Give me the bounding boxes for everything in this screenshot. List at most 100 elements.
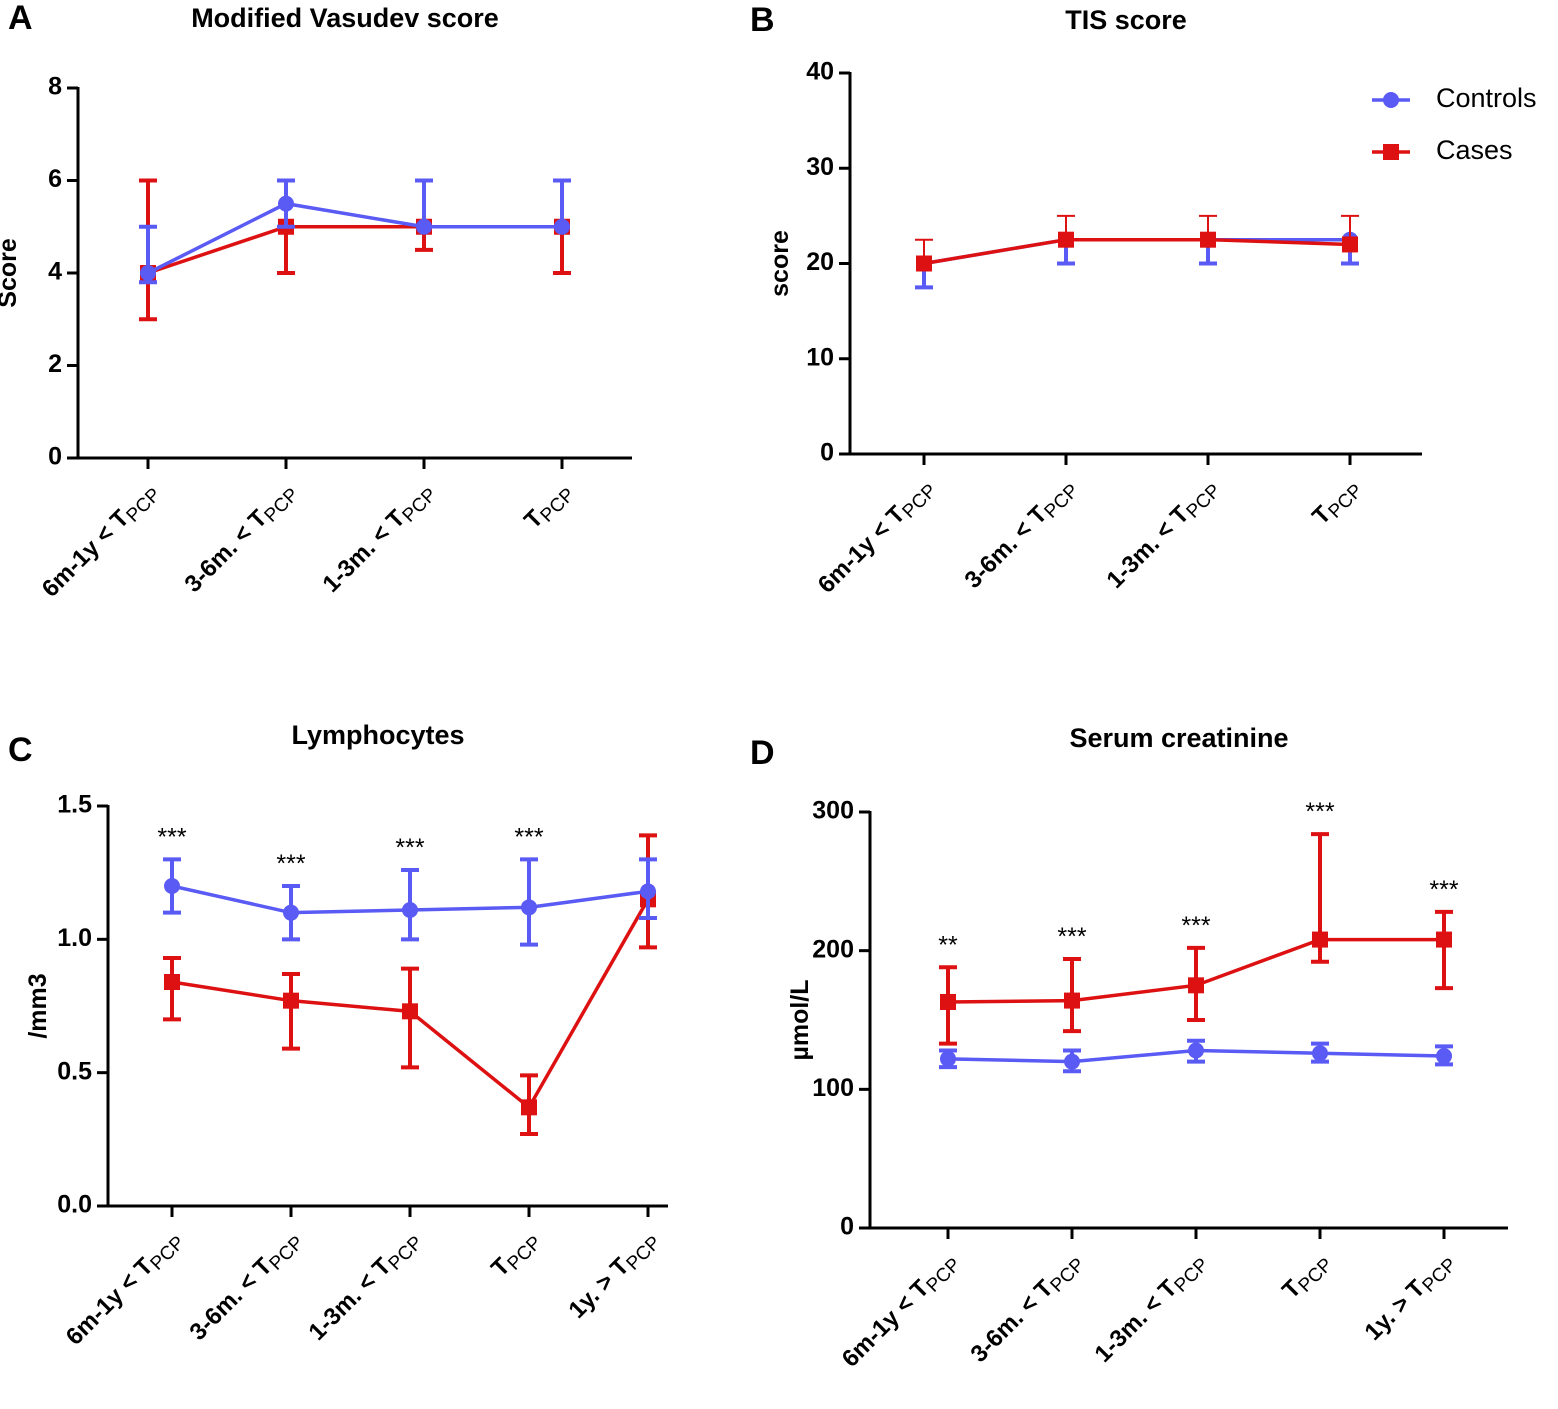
x-tick-label: 1-3m. < TPCP [1089, 1247, 1213, 1371]
marker [1064, 1053, 1080, 1070]
y-tick-label: 40 [806, 58, 834, 86]
y-tick-label: 4 [48, 258, 62, 286]
y-axis-label: µmol/L [786, 979, 814, 1060]
category: 3-6m. < T [179, 505, 272, 598]
marker [1058, 231, 1074, 248]
y-tick-label: 300 [812, 797, 854, 825]
x-tick-label: 1-3m. < TPCP [303, 1225, 427, 1349]
significance: *** [276, 850, 305, 878]
y-tick-label: 2 [48, 350, 62, 378]
significance: *** [514, 823, 543, 851]
y-tick-label: 20 [806, 248, 834, 276]
marker [278, 195, 294, 212]
marker [554, 218, 570, 235]
x-tick-label: 1y. > TPCP [1359, 1247, 1461, 1349]
marker [1342, 236, 1358, 253]
x-tick-label: 6m-1y < TPCP [37, 477, 165, 605]
marker [283, 904, 299, 921]
y-axis-label: /mm3 [24, 973, 52, 1038]
category: 1-3m. < T [1101, 501, 1194, 594]
marker [940, 1050, 956, 1067]
y-tick-label: 1.0 [57, 924, 92, 952]
significance: *** [1429, 876, 1458, 904]
marker [140, 265, 156, 281]
marker [402, 1003, 418, 1020]
y-tick-label: 0 [48, 443, 62, 471]
marker [1436, 931, 1452, 948]
significance: *** [1181, 912, 1210, 940]
x-tick-label: 3-6m. < TPCP [179, 477, 303, 601]
marker [521, 1099, 537, 1116]
y-tick-label: 30 [806, 153, 834, 181]
x-tick-label: 3-6m. < TPCP [965, 1247, 1089, 1371]
marker [940, 993, 956, 1010]
legend-label: Controls [1436, 83, 1537, 113]
category: 1-3m. < T [303, 1253, 396, 1346]
series-line [147, 201, 562, 275]
chart-title: Serum creatinine [1069, 723, 1288, 753]
category: 6m-1y < T [61, 1253, 159, 1351]
legend-label: Cases [1436, 135, 1513, 165]
category: 6m-1y < T [37, 505, 135, 603]
category: 3-6m. < T [965, 1275, 1058, 1368]
marker [164, 974, 180, 990]
category: 6m-1y < T [813, 501, 911, 599]
marker [521, 899, 537, 916]
category: 6m-1y < T [837, 1275, 935, 1373]
y-tick-label: 8 [48, 73, 62, 101]
legend-marker [1383, 144, 1399, 160]
significance: *** [1305, 798, 1334, 826]
panel-letter: D [750, 734, 775, 772]
panel-letter: C [8, 731, 33, 769]
x-tick-label: 6m-1y < TPCP [61, 1225, 189, 1353]
category: 1y. > T [563, 1253, 634, 1324]
series-line [923, 237, 1351, 266]
y-tick-label: 100 [812, 1074, 854, 1102]
legend-marker [1383, 92, 1399, 108]
x-tick-label: 1y. > TPCP [563, 1225, 665, 1327]
x-tick-label: 3-6m. < TPCP [184, 1225, 308, 1349]
marker [1188, 1042, 1204, 1059]
marker [916, 255, 932, 272]
chart-title: Modified Vasudev score [191, 3, 499, 33]
category: 3-6m. < T [184, 1253, 277, 1346]
significance: *** [157, 823, 186, 851]
series-line [147, 225, 562, 275]
marker [1312, 931, 1328, 948]
category: 1-3m. < T [317, 505, 410, 598]
marker [1436, 1048, 1452, 1065]
y-tick-label: 0 [820, 439, 834, 467]
marker [1200, 231, 1216, 248]
y-axis-label: Score [0, 238, 22, 308]
marker [640, 883, 656, 900]
marker [1188, 977, 1204, 994]
x-tick-label: TPCP [1277, 1247, 1337, 1307]
y-tick-label: 0 [840, 1213, 854, 1241]
x-tick-label: 6m-1y < TPCP [813, 473, 941, 601]
marker [1312, 1045, 1328, 1062]
marker [1064, 992, 1080, 1009]
category: 1-3m. < T [1089, 1275, 1182, 1368]
y-tick-label: 0.0 [57, 1191, 92, 1219]
panel-letter: B [750, 1, 775, 39]
y-tick-label: 200 [812, 935, 854, 963]
category: 3-6m. < T [959, 501, 1052, 594]
y-tick-label: 1.5 [57, 791, 92, 819]
chart-title: Lymphocytes [291, 720, 464, 750]
marker [416, 218, 432, 235]
significance: ** [938, 931, 958, 959]
y-tick-label: 6 [48, 165, 62, 193]
marker [164, 878, 180, 894]
significance: *** [1057, 923, 1086, 951]
x-tick-label: TPCP [1307, 473, 1367, 533]
marker [283, 992, 299, 1009]
y-tick-label: 10 [806, 343, 834, 371]
x-tick-label: 6m-1y < TPCP [837, 1247, 965, 1375]
x-tick-label: TPCP [519, 477, 579, 537]
y-axis-label: score [766, 230, 794, 297]
significance: *** [395, 834, 424, 862]
category: 1y. > T [1359, 1275, 1430, 1346]
y-tick-label: 0.5 [57, 1057, 92, 1085]
x-tick-label: 1-3m. < TPCP [317, 477, 441, 601]
